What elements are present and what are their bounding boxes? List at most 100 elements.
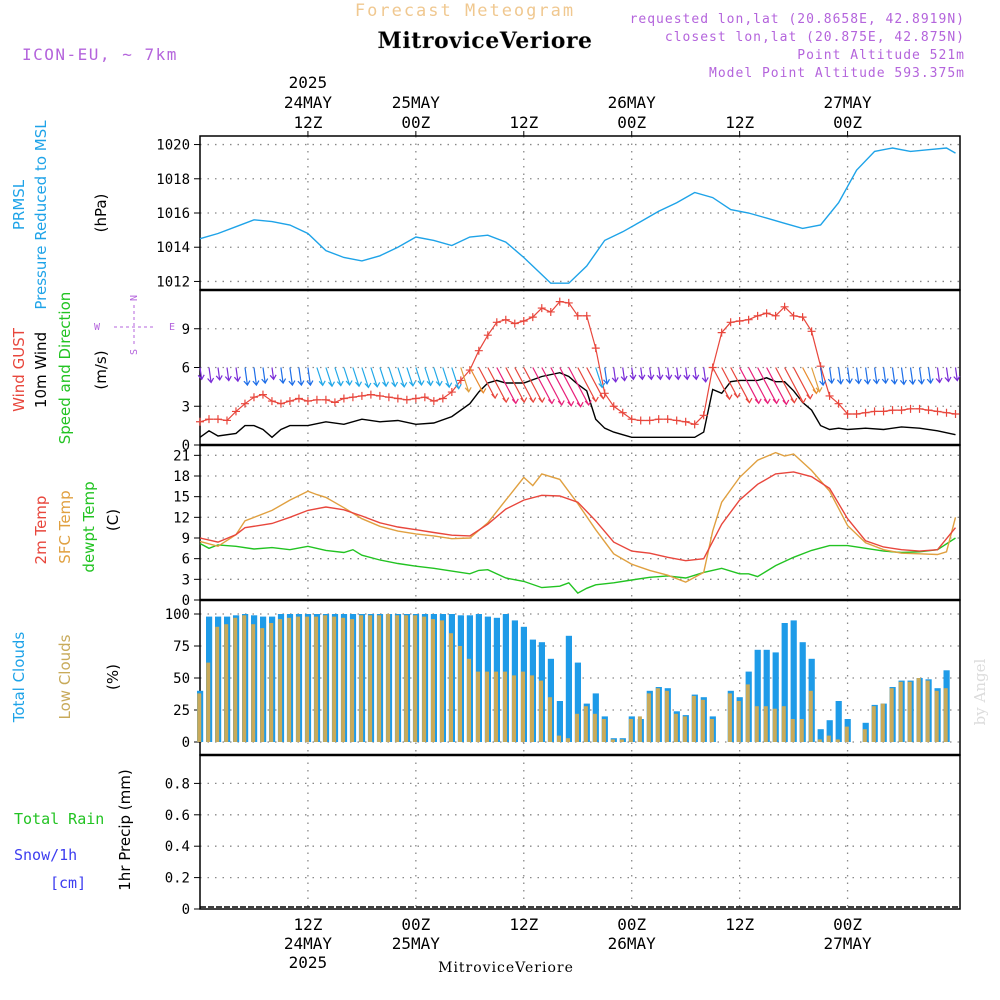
gust-point: [582, 311, 591, 320]
low-cloud-bar: [566, 738, 570, 742]
gust-point: [384, 393, 393, 402]
wind-direction-arrow: [577, 367, 599, 403]
low-cloud-bar: [880, 703, 885, 742]
low-cloud-bar: [539, 680, 543, 742]
low-cloud-bar: [745, 684, 750, 742]
low-cloud-bar: [637, 716, 642, 742]
low-cloud-bar: [494, 671, 498, 742]
low-cloud-bar: [233, 617, 238, 742]
temp2m-series-line: [199, 471, 957, 562]
gust-point: [735, 317, 744, 325]
gust-point: [276, 399, 285, 408]
gust-point: [411, 394, 420, 403]
precip-frame: [199, 754, 961, 910]
low-cloud-bar: [907, 681, 912, 742]
wind-direction-arrow: [523, 367, 546, 404]
top-time-label: 12Z: [293, 113, 322, 132]
wind-direction-arrow: [306, 367, 314, 387]
low-cloud-bar: [583, 706, 588, 742]
wind-direction-arrow: [224, 367, 232, 382]
gust-point: [888, 406, 897, 415]
low-cloud-bar: [206, 662, 211, 742]
low-cloud-bar: [835, 739, 840, 742]
bottom-time-label: 25MAY: [392, 934, 441, 953]
gust-point: [591, 344, 600, 353]
gust-point: [924, 406, 933, 415]
total-cloud-bar: [817, 729, 824, 742]
low-cloud-bar: [359, 615, 364, 742]
top-time-label: 00Z: [833, 113, 862, 132]
gust-point: [213, 415, 222, 424]
low-cloud-bar: [314, 616, 319, 742]
total-cloud-bar: [799, 642, 806, 742]
total-cloud-bar: [772, 652, 779, 742]
wind-ytick-label: 9: [182, 322, 190, 338]
model-altitude: Model Point Altitude 593.375m: [709, 66, 965, 81]
total-cloud-bar: [556, 701, 563, 742]
wind-direction-arrow: [532, 367, 555, 405]
gust-point: [483, 331, 492, 340]
low-cloud-bar: [844, 726, 849, 742]
low-cloud-bar: [278, 619, 283, 742]
precip-label-cm: [cm]: [50, 874, 86, 892]
wind-direction-arrow: [379, 367, 390, 388]
pressure-label-prmsl: PRMSL: [10, 179, 28, 230]
wind-direction-arrow: [692, 367, 700, 381]
gust-point: [609, 402, 618, 411]
precip-panel: 0 0.2 0.4 0.6 0.8: [165, 754, 961, 918]
low-cloud-bar: [431, 619, 435, 742]
gust-point: [249, 393, 258, 402]
wind-direction-arrow: [279, 367, 287, 385]
low-cloud-bar: [682, 716, 687, 742]
wind-direction-arrow: [793, 367, 814, 400]
wind-direction-arrow: [784, 367, 807, 404]
gust-point: [726, 318, 735, 327]
gust-point: [240, 399, 249, 408]
wind-direction-arrow: [620, 367, 628, 382]
wind-direction-arrow: [683, 367, 691, 381]
wind-direction-arrow: [899, 367, 907, 386]
wind-direction-arrow: [845, 367, 853, 385]
gust-point: [393, 394, 402, 403]
wind-direction-arrow: [721, 367, 741, 399]
gust-point: [465, 366, 474, 375]
low-cloud-bar: [368, 615, 373, 742]
top-time-label: 12Z: [725, 113, 754, 132]
precip-ytick-label: 0.8: [165, 776, 190, 792]
wind-direction-arrow: [863, 367, 871, 385]
wind-direction-arrow: [568, 367, 592, 407]
sfc-temp-series-line: [199, 451, 957, 583]
top-time-label: 25MAY: [392, 93, 441, 112]
total-cloud-bar: [835, 701, 842, 742]
gust-point: [303, 397, 312, 406]
temperature-ytick-label: 3: [182, 572, 190, 588]
low-cloud-bar: [575, 713, 579, 742]
wind10-series-line: [199, 371, 956, 439]
low-cloud-bar: [889, 688, 894, 742]
low-cloud-bar: [601, 719, 606, 742]
gust-point: [708, 363, 717, 372]
gust-point: [789, 311, 798, 320]
gust-point: [618, 408, 627, 417]
wind-direction-arrow: [288, 367, 296, 387]
gust-point: [807, 327, 816, 336]
gust-point: [942, 408, 951, 417]
model-label: ICON-EU, ~ 7km: [22, 45, 178, 64]
wind-direction-arrow: [917, 367, 925, 385]
wind-ytick-label: 3: [182, 399, 190, 415]
low-cloud-bar: [871, 706, 876, 742]
footer-location: MitroviceVeriore: [438, 960, 574, 976]
low-cloud-bar: [287, 617, 292, 742]
wind-direction-arrow: [343, 367, 353, 387]
low-cloud-bar: [691, 695, 696, 742]
wind-direction-arrow: [460, 367, 472, 393]
total-cloud-bar: [763, 649, 770, 742]
temp-side-labels: 2m Temp SFC Temp dewpt Temp (C): [32, 481, 122, 572]
temperature-ytick-label: 9: [182, 531, 190, 547]
bottom-time-label: 24MAY: [284, 934, 333, 953]
wind-label-10m: 10m Wind: [32, 332, 50, 408]
gust-point: [420, 393, 429, 402]
low-cloud-bar: [557, 735, 561, 742]
wind-direction-arrow: [252, 367, 260, 387]
